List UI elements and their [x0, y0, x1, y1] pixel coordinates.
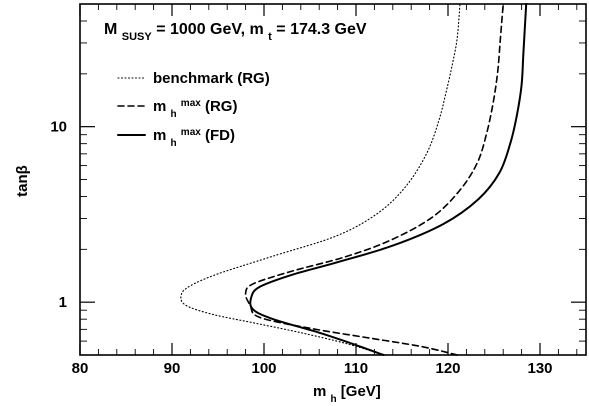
- x-tick-label-120: 120: [435, 360, 460, 377]
- legend-label-mhmax-fd: m h max (FD): [153, 127, 235, 149]
- x-tick-label-130: 130: [527, 360, 552, 377]
- x-tick-label-100: 100: [251, 360, 276, 377]
- series-layer: [180, 3, 528, 356]
- legend-label-benchmark-rg: benchmark (RG): [153, 70, 270, 87]
- plot-frame: [79, 3, 587, 356]
- x-tick-label-90: 90: [164, 360, 181, 377]
- series-line-mhmax-fd-: [249, 3, 528, 356]
- legend-label-mhmax-rg: m h max (RG): [153, 98, 237, 120]
- x-tick-label-110: 110: [344, 360, 368, 377]
- x-axis-label: m h [GeV]: [313, 383, 381, 405]
- series-line-benchmark-rg-: [180, 3, 461, 356]
- series-line-mhmax-rg-: [244, 3, 504, 356]
- y-tick-label-10: 10: [50, 119, 67, 136]
- x-tick-label-80: 80: [72, 360, 89, 377]
- legend: benchmark (RG) m h max (RG) m h max (FD): [117, 70, 270, 149]
- y-tick-label-1: 1: [59, 294, 67, 311]
- y-axis-label: tanβ: [14, 165, 31, 197]
- chart-title: M SUSY = 1000 GeV, m t = 174.3 GeV: [104, 21, 367, 43]
